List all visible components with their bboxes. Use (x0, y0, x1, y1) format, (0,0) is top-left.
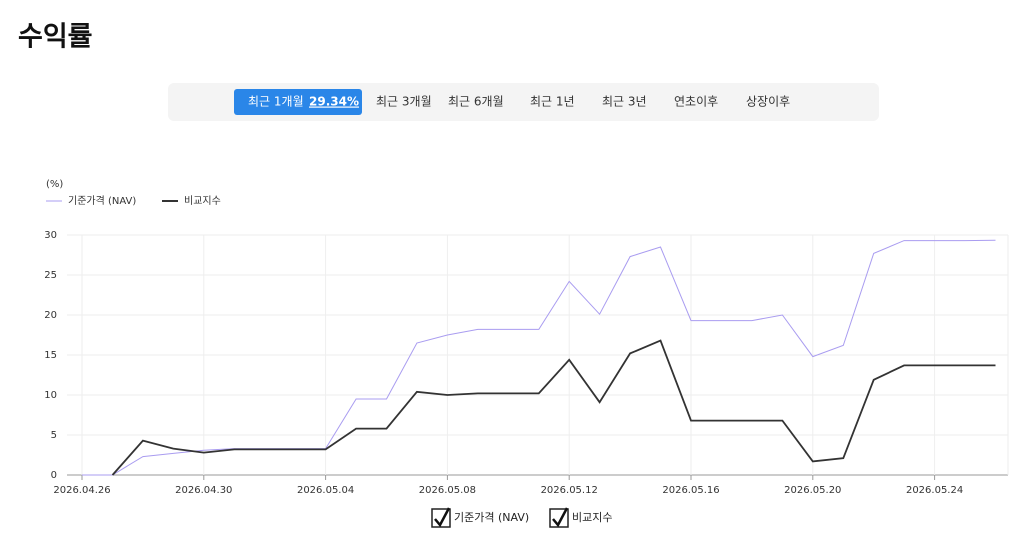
x-tick-label: 2026.05.04 (297, 485, 354, 496)
legend-label[interactable]: 비교지수 (184, 195, 221, 207)
x-tick-label: 2026.04.26 (53, 485, 110, 496)
page-title: 수익률 (18, 22, 93, 53)
y-unit: (%) (46, 179, 63, 190)
x-tick-label: 2026.05.08 (419, 485, 476, 496)
y-tick-label: 5 (51, 430, 57, 441)
x-tick-label: 2026.05.20 (784, 485, 841, 496)
x-tick-label: 2026.05.16 (662, 485, 719, 496)
checkbox-label[interactable]: 기준가격 (NAV) (454, 511, 529, 524)
tab-label[interactable]: 최근 6개월 (448, 95, 504, 109)
x-tick-label: 2026.05.12 (541, 485, 598, 496)
tab-label[interactable]: 최근 1년 (530, 95, 575, 109)
tab-label[interactable]: 최근 3개월 (376, 95, 432, 109)
x-tick-label: 2026.04.30 (175, 485, 232, 496)
tab-label[interactable]: 최근 3년 (602, 95, 647, 109)
tab-return[interactable]: 29.34% (309, 95, 359, 109)
y-tick-label: 15 (44, 350, 57, 361)
series-line (82, 239, 996, 476)
y-tick-label: 0 (51, 470, 57, 481)
tab-label[interactable]: 최근 1개월 (248, 95, 304, 109)
tab-label[interactable]: 상장이후 (746, 95, 790, 109)
tab-label[interactable]: 연초이후 (674, 95, 718, 109)
y-tick-label: 10 (44, 390, 57, 401)
y-tick-label: 25 (44, 270, 57, 281)
x-tick-label: 2026.05.24 (906, 485, 963, 496)
y-tick-label: 20 (44, 310, 57, 321)
tabs: 최근 1개월 29.34% 최근 3개월 최근 6개월 최근 1년 최근 3년 연초이후 상장… (234, 89, 790, 115)
checkbox-label[interactable]: 비교지수 (572, 511, 612, 524)
series-line (111, 339, 996, 476)
tab-active-bg (234, 89, 362, 115)
legend-label[interactable]: 기준가격 (NAV) (68, 194, 136, 207)
plot: 0 5 10 15 20 25 30 2026.04.26 2026.04.30 2026.05.… (44, 194, 1009, 528)
checkmark (434, 507, 451, 528)
checkmark (552, 507, 569, 528)
y-tick-label: 30 (44, 230, 57, 241)
